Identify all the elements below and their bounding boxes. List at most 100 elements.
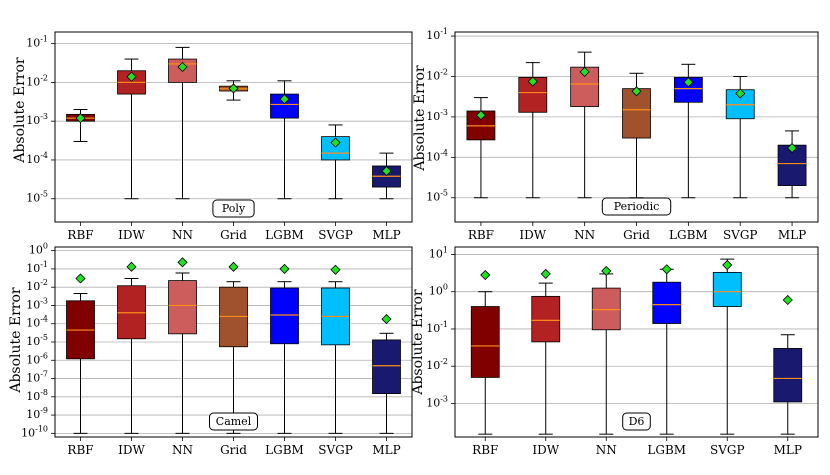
dataset-label-box: [209, 412, 258, 431]
mean-marker: [735, 88, 746, 99]
box-rbf: RBF: [66, 273, 95, 457]
mean-marker: [475, 110, 486, 121]
y-tick-label: 10-6: [26, 351, 48, 366]
y-tick-label: 10-5: [26, 190, 48, 205]
panel-poly: 10-5 10-4 10-3 10-2 10-1 RBF IDW NN Grid LGBM SVGP…: [26, 31, 413, 242]
mean-marker: [330, 137, 341, 148]
mean-marker: [75, 273, 86, 284]
x-tick-label: SVGP: [318, 443, 353, 457]
box-lgbm: LGBM: [647, 264, 686, 457]
y-tick-label: 10-1: [26, 35, 48, 50]
y-tick-label: 10-4: [26, 315, 48, 330]
x-tick-label: LGBM: [265, 443, 304, 457]
box-idw: IDW: [518, 62, 548, 242]
y-tick-label: 10-7: [26, 370, 48, 385]
box-nn: NN: [168, 257, 197, 457]
x-tick-label: IDW: [118, 443, 145, 457]
x-tick-label: Grid: [220, 228, 247, 242]
mean-marker: [579, 66, 590, 77]
box-grid: Grid: [219, 80, 248, 242]
x-tick-label: RBF: [67, 228, 93, 242]
mean-marker: [228, 83, 239, 94]
mean-marker: [75, 113, 86, 124]
mean-marker: [480, 269, 491, 281]
axes-frame: [54, 246, 413, 438]
y-tick-label: 10-3: [26, 296, 48, 311]
y-tick-label: 100: [29, 242, 48, 257]
x-tick-label: RBF: [472, 443, 498, 457]
y-tick-label: 10-5: [426, 189, 448, 204]
ylabel-top-right: Absolute Error: [412, 65, 428, 172]
x-tick-label: MLP: [778, 228, 806, 242]
x-tick-label: LGBM: [647, 443, 686, 457]
mean-marker: [527, 76, 538, 87]
axes-frame: [454, 31, 819, 223]
iqr-box: [470, 306, 500, 378]
y-tick-label: 10-5: [26, 333, 48, 348]
ylabel-top-left: Absolute Error: [12, 57, 28, 164]
dataset-label: Camel: [216, 415, 252, 428]
box-mlp: MLP: [372, 314, 401, 457]
mean-marker: [381, 314, 392, 325]
mean-marker: [126, 71, 137, 82]
iqr-box: [321, 136, 350, 161]
box-idw: IDW: [531, 268, 561, 457]
x-tick-label: NN: [596, 443, 617, 457]
x-tick-label: MLP: [372, 443, 400, 457]
iqr-box: [712, 271, 742, 307]
x-tick-label: SVGP: [723, 228, 758, 242]
y-tick-label: 10-1: [26, 260, 48, 275]
x-tick-label: LGBM: [265, 228, 304, 242]
box-idw: IDW: [117, 261, 146, 457]
box-svgp: SVGP: [723, 75, 758, 242]
y-tick-label: 10-8: [26, 388, 48, 403]
dataset-label-box: [622, 412, 651, 431]
y-tick-label: 10-2: [426, 357, 448, 372]
x-tick-label: LGBM: [669, 228, 708, 242]
mean-marker: [381, 165, 392, 177]
box-rbf: RBF: [466, 97, 496, 242]
mean-marker: [330, 264, 341, 275]
mean-marker: [661, 264, 672, 275]
mean-marker: [787, 142, 798, 154]
y-tick-label: 10-3: [26, 112, 48, 127]
box-svgp: SVGP: [710, 258, 745, 457]
y-tick-label: 10-2: [426, 67, 448, 82]
y-tick-label: 10-2: [26, 278, 48, 293]
ylabel-bottom-right: Absolute Error: [410, 289, 426, 396]
y-tick-label: 101: [429, 245, 448, 260]
y-tick-label: 10-3: [426, 108, 448, 123]
y-tick-label: 10-9: [26, 406, 48, 421]
x-tick-label: IDW: [118, 228, 145, 242]
mean-marker: [631, 86, 642, 97]
panel-periodic: 10-5 10-4 10-3 10-2 10-1 RBF IDW NN Grid LGBM SVGP…: [426, 27, 819, 242]
iqr-box: [270, 287, 299, 345]
dataset-label: Periodic: [614, 200, 660, 213]
box-nn: NN: [591, 265, 621, 457]
x-tick-label: NN: [172, 228, 193, 242]
iqr-box: [372, 339, 401, 394]
iqr-box: [673, 76, 703, 103]
axes-frame: [54, 31, 413, 223]
mean-marker: [540, 268, 551, 279]
y-tick-label: 10-1: [426, 27, 448, 42]
dataset-label: Poly: [222, 202, 246, 215]
mean-marker: [177, 257, 188, 268]
x-tick-label: SVGP: [318, 228, 353, 242]
mean-marker: [722, 259, 733, 271]
x-tick-label: IDW: [519, 228, 546, 242]
mean-marker: [782, 294, 793, 306]
x-tick-label: Grid: [220, 443, 247, 457]
iqr-box: [652, 281, 682, 324]
mean-marker: [228, 261, 239, 272]
panel-d6: 10-3 10-2 10-1 100 101 RBF IDW NN LGBM SVGP MLP D6: [426, 245, 819, 457]
y-tick-label: 10-10: [21, 424, 48, 439]
y-tick-label: 10-3: [426, 394, 448, 409]
iqr-box: [531, 295, 561, 343]
x-tick-label: IDW: [532, 443, 559, 457]
box-mlp: MLP: [773, 294, 803, 457]
box-lgbm: LGBM: [265, 263, 304, 457]
x-tick-label: MLP: [774, 443, 802, 457]
iqr-box: [622, 88, 651, 139]
y-tick-label: 10-1: [426, 320, 448, 335]
